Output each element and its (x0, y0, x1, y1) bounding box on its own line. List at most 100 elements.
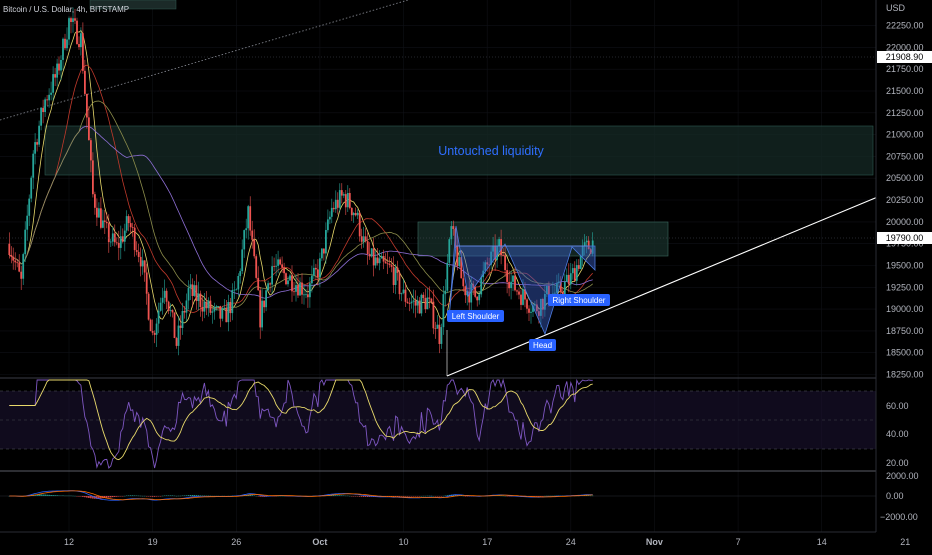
candle-body (227, 302, 229, 322)
candle-body (431, 299, 433, 302)
candle-body (359, 213, 361, 237)
candle-body (243, 230, 245, 249)
candle-body (580, 256, 582, 269)
candle-body (52, 74, 54, 93)
candle-body (446, 263, 448, 291)
candle-body (186, 301, 188, 313)
time-label: 17 (482, 537, 492, 547)
candle-body (303, 294, 305, 295)
candle-body (176, 338, 178, 346)
candle-body (321, 249, 323, 259)
macd-bar (192, 495, 193, 496)
candle-body (474, 287, 476, 297)
macd-bar (48, 495, 49, 496)
candle-body (30, 178, 32, 199)
macd-bar (168, 496, 169, 497)
price-label: 21250.00 (886, 108, 924, 118)
candle-body (249, 206, 251, 230)
time-label: 19 (148, 537, 158, 547)
candle-body (584, 242, 586, 246)
macd-bar (184, 496, 185, 497)
candle-body (174, 312, 176, 338)
candle-body (112, 233, 114, 241)
macd-bar (62, 496, 63, 497)
candle-body (8, 244, 10, 255)
price-label: 19250.00 (886, 282, 924, 292)
reference-price-value: 21908.90 (886, 52, 924, 62)
candle-body (172, 310, 174, 312)
left-shoulder-tag[interactable]: Left Shoulder (447, 310, 504, 322)
candle-body (74, 18, 76, 20)
candle-body (180, 326, 182, 328)
candle-body (450, 226, 452, 239)
macd-bar (186, 495, 187, 496)
candle-body (239, 271, 241, 276)
macd-bar (110, 496, 111, 497)
candle-body (18, 263, 20, 272)
candle-body (357, 213, 359, 216)
candle-body (399, 273, 401, 294)
candle-body (355, 213, 357, 215)
macd-bar (337, 495, 338, 496)
candle-body (514, 276, 516, 291)
candle-body (108, 223, 110, 242)
rsi-label-40: 40.00 (886, 429, 909, 439)
candle-body (255, 256, 257, 278)
candle-body (277, 259, 279, 266)
candle-body (397, 268, 399, 273)
macd-bar (154, 496, 155, 497)
macd-bar (88, 496, 89, 498)
candle-body (403, 290, 405, 294)
candle-body (106, 222, 108, 223)
candle-body (12, 257, 14, 261)
candle-body (150, 320, 152, 332)
candle-body (504, 255, 506, 270)
candle-body (415, 301, 417, 306)
macd-bar (200, 496, 201, 497)
head-tag[interactable]: Head (529, 339, 556, 351)
macd-bar (116, 496, 117, 497)
time-axis[interactable] (0, 532, 932, 550)
time-label: 12 (64, 537, 74, 547)
candle-body (40, 108, 42, 126)
candle-body (478, 294, 480, 300)
candle-body (98, 208, 100, 217)
macd-bar (40, 494, 41, 496)
price-label: 18500.00 (886, 348, 924, 358)
candle-body (162, 298, 164, 303)
candle-body (198, 294, 200, 302)
candle-body (423, 295, 425, 298)
candle-body (327, 219, 329, 230)
candle-body (325, 230, 327, 253)
candle-body (409, 303, 411, 304)
time-label: 26 (231, 537, 241, 547)
candle-body (353, 213, 355, 215)
candle-body (158, 311, 160, 324)
candle-body (212, 311, 214, 312)
candle-body (196, 285, 198, 301)
candle-body (132, 227, 134, 228)
right-shoulder-tag[interactable]: Right Shoulder (548, 294, 610, 306)
candle-body (46, 99, 48, 100)
candle-body (50, 93, 52, 95)
candle-body (168, 302, 170, 311)
candle-body (433, 302, 435, 329)
candle-body (219, 306, 221, 319)
candle-body (335, 200, 337, 209)
candle-body (188, 288, 190, 301)
candle-body (281, 264, 283, 267)
candle-body (429, 298, 431, 299)
candle-body (26, 216, 28, 230)
candle-body (293, 291, 295, 292)
candle-body (128, 216, 130, 223)
candle-body (311, 276, 313, 284)
candle-body (393, 267, 395, 285)
candle-body (347, 193, 349, 207)
candle-body (44, 99, 46, 112)
candle-body (164, 291, 166, 298)
candle-body (516, 290, 518, 291)
price-label: 20250.00 (886, 195, 924, 205)
candle-body (522, 289, 524, 305)
